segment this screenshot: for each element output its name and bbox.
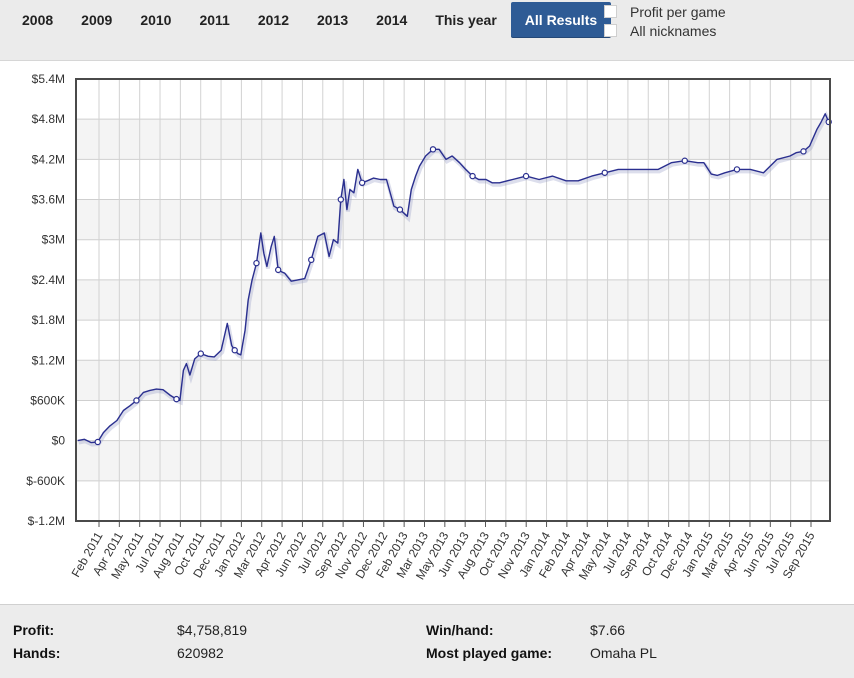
y-tick-label: $4.8M xyxy=(32,112,65,126)
data-point[interactable] xyxy=(396,206,404,213)
chart-series xyxy=(77,111,832,447)
data-point[interactable] xyxy=(601,169,608,176)
data-point[interactable] xyxy=(800,148,807,155)
y-tick-label: $-600K xyxy=(26,474,65,488)
stats-panel: Profit: $4,758,819 Hands: 620982 Win/han… xyxy=(0,604,854,678)
data-point[interactable] xyxy=(173,395,180,403)
y-tick-label: $0 xyxy=(52,434,66,448)
win-per-hand-value: $7.66 xyxy=(590,622,626,638)
y-tick-label: $4.2M xyxy=(32,152,65,166)
hands-value: 620982 xyxy=(177,645,224,661)
profit-value: $4,758,819 xyxy=(177,622,248,638)
data-point[interactable] xyxy=(133,397,140,404)
profit-per-game-option[interactable]: Profit per game xyxy=(604,2,726,21)
y-tick-label: $1.8M xyxy=(32,313,65,327)
y-tick-label: $-1.2M xyxy=(28,514,65,528)
data-point[interactable] xyxy=(274,266,282,274)
data-point[interactable] xyxy=(469,172,476,180)
grid-band xyxy=(76,199,830,240)
all-nicknames-label: All nicknames xyxy=(630,22,717,39)
most-played-value: Omaha PL xyxy=(590,645,657,661)
data-point[interactable] xyxy=(231,347,238,354)
data-point[interactable] xyxy=(733,166,741,173)
most-played-label: Most played game: xyxy=(426,645,553,661)
tab-2014[interactable]: 2014 xyxy=(376,12,408,28)
year-tabs: 2008 2009 2010 2011 2012 2013 2014 This … xyxy=(8,2,612,40)
profit-series-line xyxy=(77,113,830,444)
y-axis: $-1.2M $-600K $0 $600K $1.2M $1.8M $2.4M $3M $3.… xyxy=(26,72,65,528)
tab-2011[interactable]: 2011 xyxy=(199,12,230,28)
profit-chart-panel: $-1.2M $-600K $0 $600K $1.2M $1.8M $2.4M $3M $3.… xyxy=(0,61,854,604)
profit-chart: $-1.2M $-600K $0 $600K $1.2M $1.8M $2.4M $3M $3.… xyxy=(26,72,832,582)
data-point[interactable] xyxy=(358,179,366,187)
hands-label: Hands: xyxy=(13,645,61,661)
all-nicknames-checkbox[interactable] xyxy=(604,24,617,37)
y-tick-label: $5.4M xyxy=(32,72,65,86)
data-point[interactable] xyxy=(522,172,530,180)
profit-per-game-checkbox[interactable] xyxy=(604,5,617,18)
tab-2013[interactable]: 2013 xyxy=(317,12,349,28)
filter-bar: 2008 2009 2010 2011 2012 2013 2014 This … xyxy=(0,0,854,61)
grid-band xyxy=(76,440,830,481)
grid-band xyxy=(76,279,830,321)
y-tick-label: $600K xyxy=(30,393,65,407)
grid-band xyxy=(76,119,830,160)
tab-2012[interactable]: 2012 xyxy=(257,12,289,28)
y-tick-label: $2.4M xyxy=(32,273,65,287)
data-point[interactable] xyxy=(429,146,437,153)
tab-this-year[interactable]: This year xyxy=(435,12,497,28)
data-point[interactable] xyxy=(94,438,101,446)
tab-2009[interactable]: 2009 xyxy=(81,12,113,28)
win-per-hand-label: Win/hand: xyxy=(426,622,494,638)
all-nicknames-option[interactable]: All nicknames xyxy=(604,21,726,40)
tab-2010[interactable]: 2010 xyxy=(140,12,172,28)
data-point[interactable] xyxy=(197,350,204,357)
y-tick-label: $3M xyxy=(42,233,65,247)
data-point[interactable] xyxy=(308,256,315,264)
tab-all-results[interactable]: All Results xyxy=(510,2,612,38)
chart-options: Profit per game All nicknames xyxy=(604,2,726,40)
grid-band xyxy=(76,360,830,401)
y-tick-label: $3.6M xyxy=(32,193,65,207)
profit-label: Profit: xyxy=(13,622,55,638)
data-point[interactable] xyxy=(253,259,260,267)
profit-per-game-label: Profit per game xyxy=(630,3,726,20)
chart-grid xyxy=(76,78,830,522)
plot-frame xyxy=(75,78,831,522)
data-point[interactable] xyxy=(681,157,688,164)
tab-2008[interactable]: 2008 xyxy=(22,12,54,28)
data-point[interactable] xyxy=(337,196,345,203)
y-tick-label: $1.2M xyxy=(32,353,65,367)
